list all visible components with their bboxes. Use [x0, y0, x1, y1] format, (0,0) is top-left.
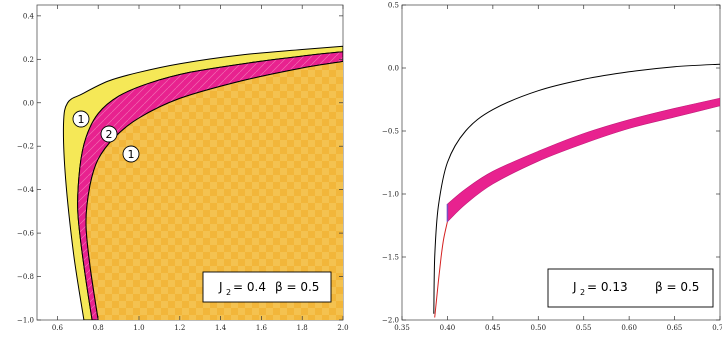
left-chart: 0.6 0.8 1.0 1.2 1.4 1.6 1.8 2.0 0.4 0.2 0.0 −0.2 −0.…	[17, 4, 349, 332]
x-tick-label: 0.50	[530, 324, 546, 332]
y-tick-label: 0.4	[23, 12, 35, 20]
right-chart: 0.35 0.40 0.45 0.50 0.55 0.60 0.65 0.70 0.5 0.0 −0…	[382, 2, 722, 333]
beta-value: β = 0.5	[275, 280, 319, 294]
left-parameter-box: J 2 = 0.4 β = 0.5	[202, 271, 332, 303]
pink-band	[447, 97, 720, 223]
right-parameter-box: J 2 = 0.13 β = 0.5	[547, 268, 714, 308]
left-axes: 0.6 0.8 1.0 1.2 1.4 1.6 1.8 2.0 0.4 0.2 0.0 −0.2 −0.…	[17, 5, 349, 332]
j2-label: J	[572, 280, 577, 294]
y-tick-label: −1.0	[382, 191, 399, 199]
y-tick-label: −1.5	[382, 254, 399, 262]
y-tick-label: −2.0	[382, 317, 399, 325]
j2-label: J	[218, 280, 223, 294]
x-tick-label: 1.6	[256, 324, 268, 332]
y-tick-label: 0.5	[388, 2, 399, 10]
outer-curve	[433, 63, 720, 314]
y-tick-label: 0.0	[388, 65, 399, 73]
j2-value: = 0.13	[587, 280, 628, 294]
x-tick-label: 0.40	[440, 324, 456, 332]
y-tick-label: −0.6	[17, 230, 35, 238]
svg-text:2: 2	[106, 128, 113, 141]
x-tick-label: 0.65	[667, 324, 683, 332]
y-tick-label: 0.2	[23, 56, 34, 64]
y-tick-label: 0.0	[23, 99, 34, 107]
red-curve	[434, 221, 448, 318]
y-tick-label: −0.5	[382, 128, 399, 136]
j2-value: = 0.4	[233, 280, 266, 294]
region-label-1-bottom: 1	[122, 145, 140, 163]
y-tick-label: −0.4	[17, 186, 35, 194]
region-label-2: 2	[100, 125, 118, 143]
x-tick-label: 0.6	[52, 324, 64, 332]
x-tick-label: 2.0	[337, 324, 348, 332]
x-tick-label: 0.55	[576, 324, 592, 332]
x-tick-label: 1.0	[133, 324, 144, 332]
j2-subscript: 2	[580, 288, 585, 297]
region-label-1-top: 1	[72, 110, 90, 128]
j2-subscript: 2	[226, 288, 231, 297]
y-tick-label: −0.8	[17, 273, 34, 281]
x-tick-label: 1.2	[174, 324, 185, 332]
x-tick-label: 0.35	[394, 324, 410, 332]
right-axes: 0.35 0.40 0.45 0.50 0.55 0.60 0.65 0.70 0.5 0.0 −0…	[382, 2, 722, 333]
x-tick-label: 0.70	[712, 324, 722, 332]
x-tick-label: 0.8	[93, 324, 104, 332]
x-tick-label: 1.4	[215, 324, 227, 332]
x-tick-label: 1.8	[297, 324, 308, 332]
svg-text:1: 1	[128, 148, 135, 161]
right-plot-frame	[401, 4, 721, 321]
x-tick-label: 0.60	[621, 324, 637, 332]
beta-value: β = 0.5	[655, 280, 699, 294]
y-tick-label: −0.2	[17, 143, 34, 151]
y-tick-label: −1.0	[17, 317, 34, 325]
x-tick-label: 0.45	[485, 324, 501, 332]
svg-text:1: 1	[78, 113, 85, 126]
